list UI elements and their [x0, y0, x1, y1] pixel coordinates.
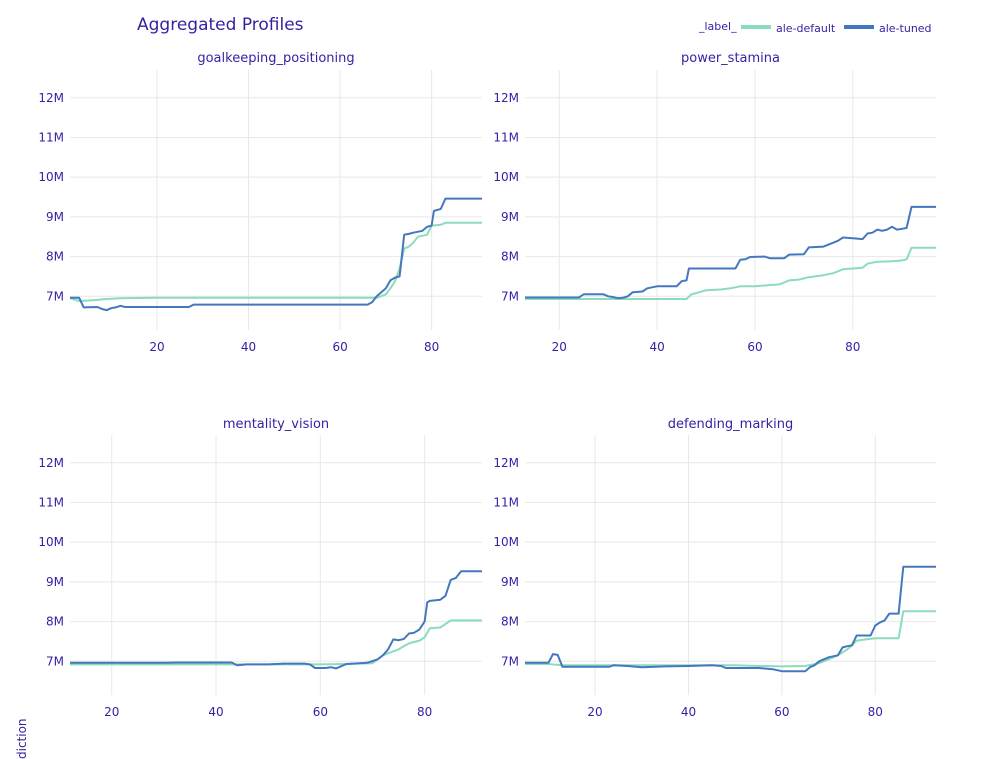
x-tick-label: 20	[552, 340, 567, 354]
legend-title: _label_	[698, 20, 737, 33]
y-tick-label: 10M	[493, 535, 519, 549]
x-tick-label: 60	[332, 340, 347, 354]
y-tick-label: 7M	[501, 289, 519, 303]
y-tick-label: 12M	[38, 456, 64, 470]
y-tick-label: 8M	[46, 250, 64, 264]
y-axis-label: diction	[15, 718, 29, 759]
x-tick-label: 60	[747, 340, 762, 354]
y-tick-label: 11M	[493, 495, 519, 509]
x-tick-label: 60	[313, 705, 328, 719]
panel-defending_marking: 20 40 60 80 7M 8M 9M 10M 11M 12M defending_marking	[493, 417, 936, 719]
y-tick-label: 8M	[46, 615, 64, 629]
x-tick-label: 20	[149, 340, 164, 354]
y-tick-label: 9M	[46, 210, 64, 224]
legend-label-ale-tuned[interactable]: ale-tuned	[879, 22, 932, 35]
y-tick-label: 7M	[501, 654, 519, 668]
y-tick-label: 11M	[38, 130, 64, 144]
x-tick-label: 40	[208, 705, 223, 719]
x-tick-label: 20	[104, 705, 119, 719]
panel-title: goalkeeping_positioning	[197, 51, 354, 66]
series-line-ale-default[interactable]	[69, 221, 482, 302]
series-line-ale-default[interactable]	[525, 246, 936, 300]
series-line-ale-tuned[interactable]	[70, 197, 482, 312]
panel-title: defending_marking	[668, 417, 794, 432]
y-tick-label: 8M	[501, 615, 519, 629]
series-line-ale-tuned[interactable]	[525, 205, 936, 300]
y-tick-label: 11M	[38, 495, 64, 509]
x-tick-label: 40	[649, 340, 664, 354]
y-tick-label: 9M	[46, 575, 64, 589]
y-tick-label: 9M	[501, 210, 519, 224]
series-line-ale-tuned[interactable]	[70, 570, 482, 670]
panels: 20 40 60 80 7M 8M 9M 10M 11M 12M goalkeeping_posit…	[38, 51, 936, 719]
y-tick-label: 10M	[493, 170, 519, 184]
x-tick-label: 80	[417, 705, 432, 719]
series-line-ale-default[interactable]	[70, 619, 482, 666]
y-tick-label: 7M	[46, 289, 64, 303]
y-tick-label: 8M	[501, 250, 519, 264]
panel-power_stamina: 20 40 60 80 7M 8M 9M 10M 11M 12M power_stamina	[493, 51, 936, 354]
x-tick-label: 80	[845, 340, 860, 354]
panel-goalkeeping_positioning: 20 40 60 80 7M 8M 9M 10M 11M 12M goalkeeping_posit…	[38, 51, 482, 354]
y-tick-label: 12M	[38, 91, 64, 105]
series-line-ale-tuned[interactable]	[525, 565, 936, 673]
panel-mentality_vision: 20 40 60 80 7M 8M 9M 10M 11M 12M mentality_vision	[38, 417, 482, 719]
chart-title: Aggregated Profiles	[137, 15, 304, 35]
x-tick-label: 60	[774, 705, 789, 719]
x-tick-label: 80	[868, 705, 883, 719]
panel-title: mentality_vision	[223, 417, 329, 432]
series-line-ale-default[interactable]	[525, 610, 936, 668]
y-tick-label: 12M	[493, 456, 519, 470]
legend-label-ale-default[interactable]: ale-default	[776, 22, 836, 35]
y-tick-label: 10M	[38, 170, 64, 184]
x-tick-label: 40	[681, 705, 696, 719]
x-tick-label: 20	[587, 705, 602, 719]
y-tick-label: 11M	[493, 130, 519, 144]
y-tick-label: 10M	[38, 535, 64, 549]
x-tick-label: 40	[241, 340, 256, 354]
y-tick-label: 12M	[493, 91, 519, 105]
y-tick-label: 7M	[46, 654, 64, 668]
y-tick-label: 9M	[501, 575, 519, 589]
x-tick-label: 80	[424, 340, 439, 354]
panel-title: power_stamina	[681, 51, 780, 66]
legend[interactable]: _label_ ale-default ale-tuned	[698, 20, 932, 35]
